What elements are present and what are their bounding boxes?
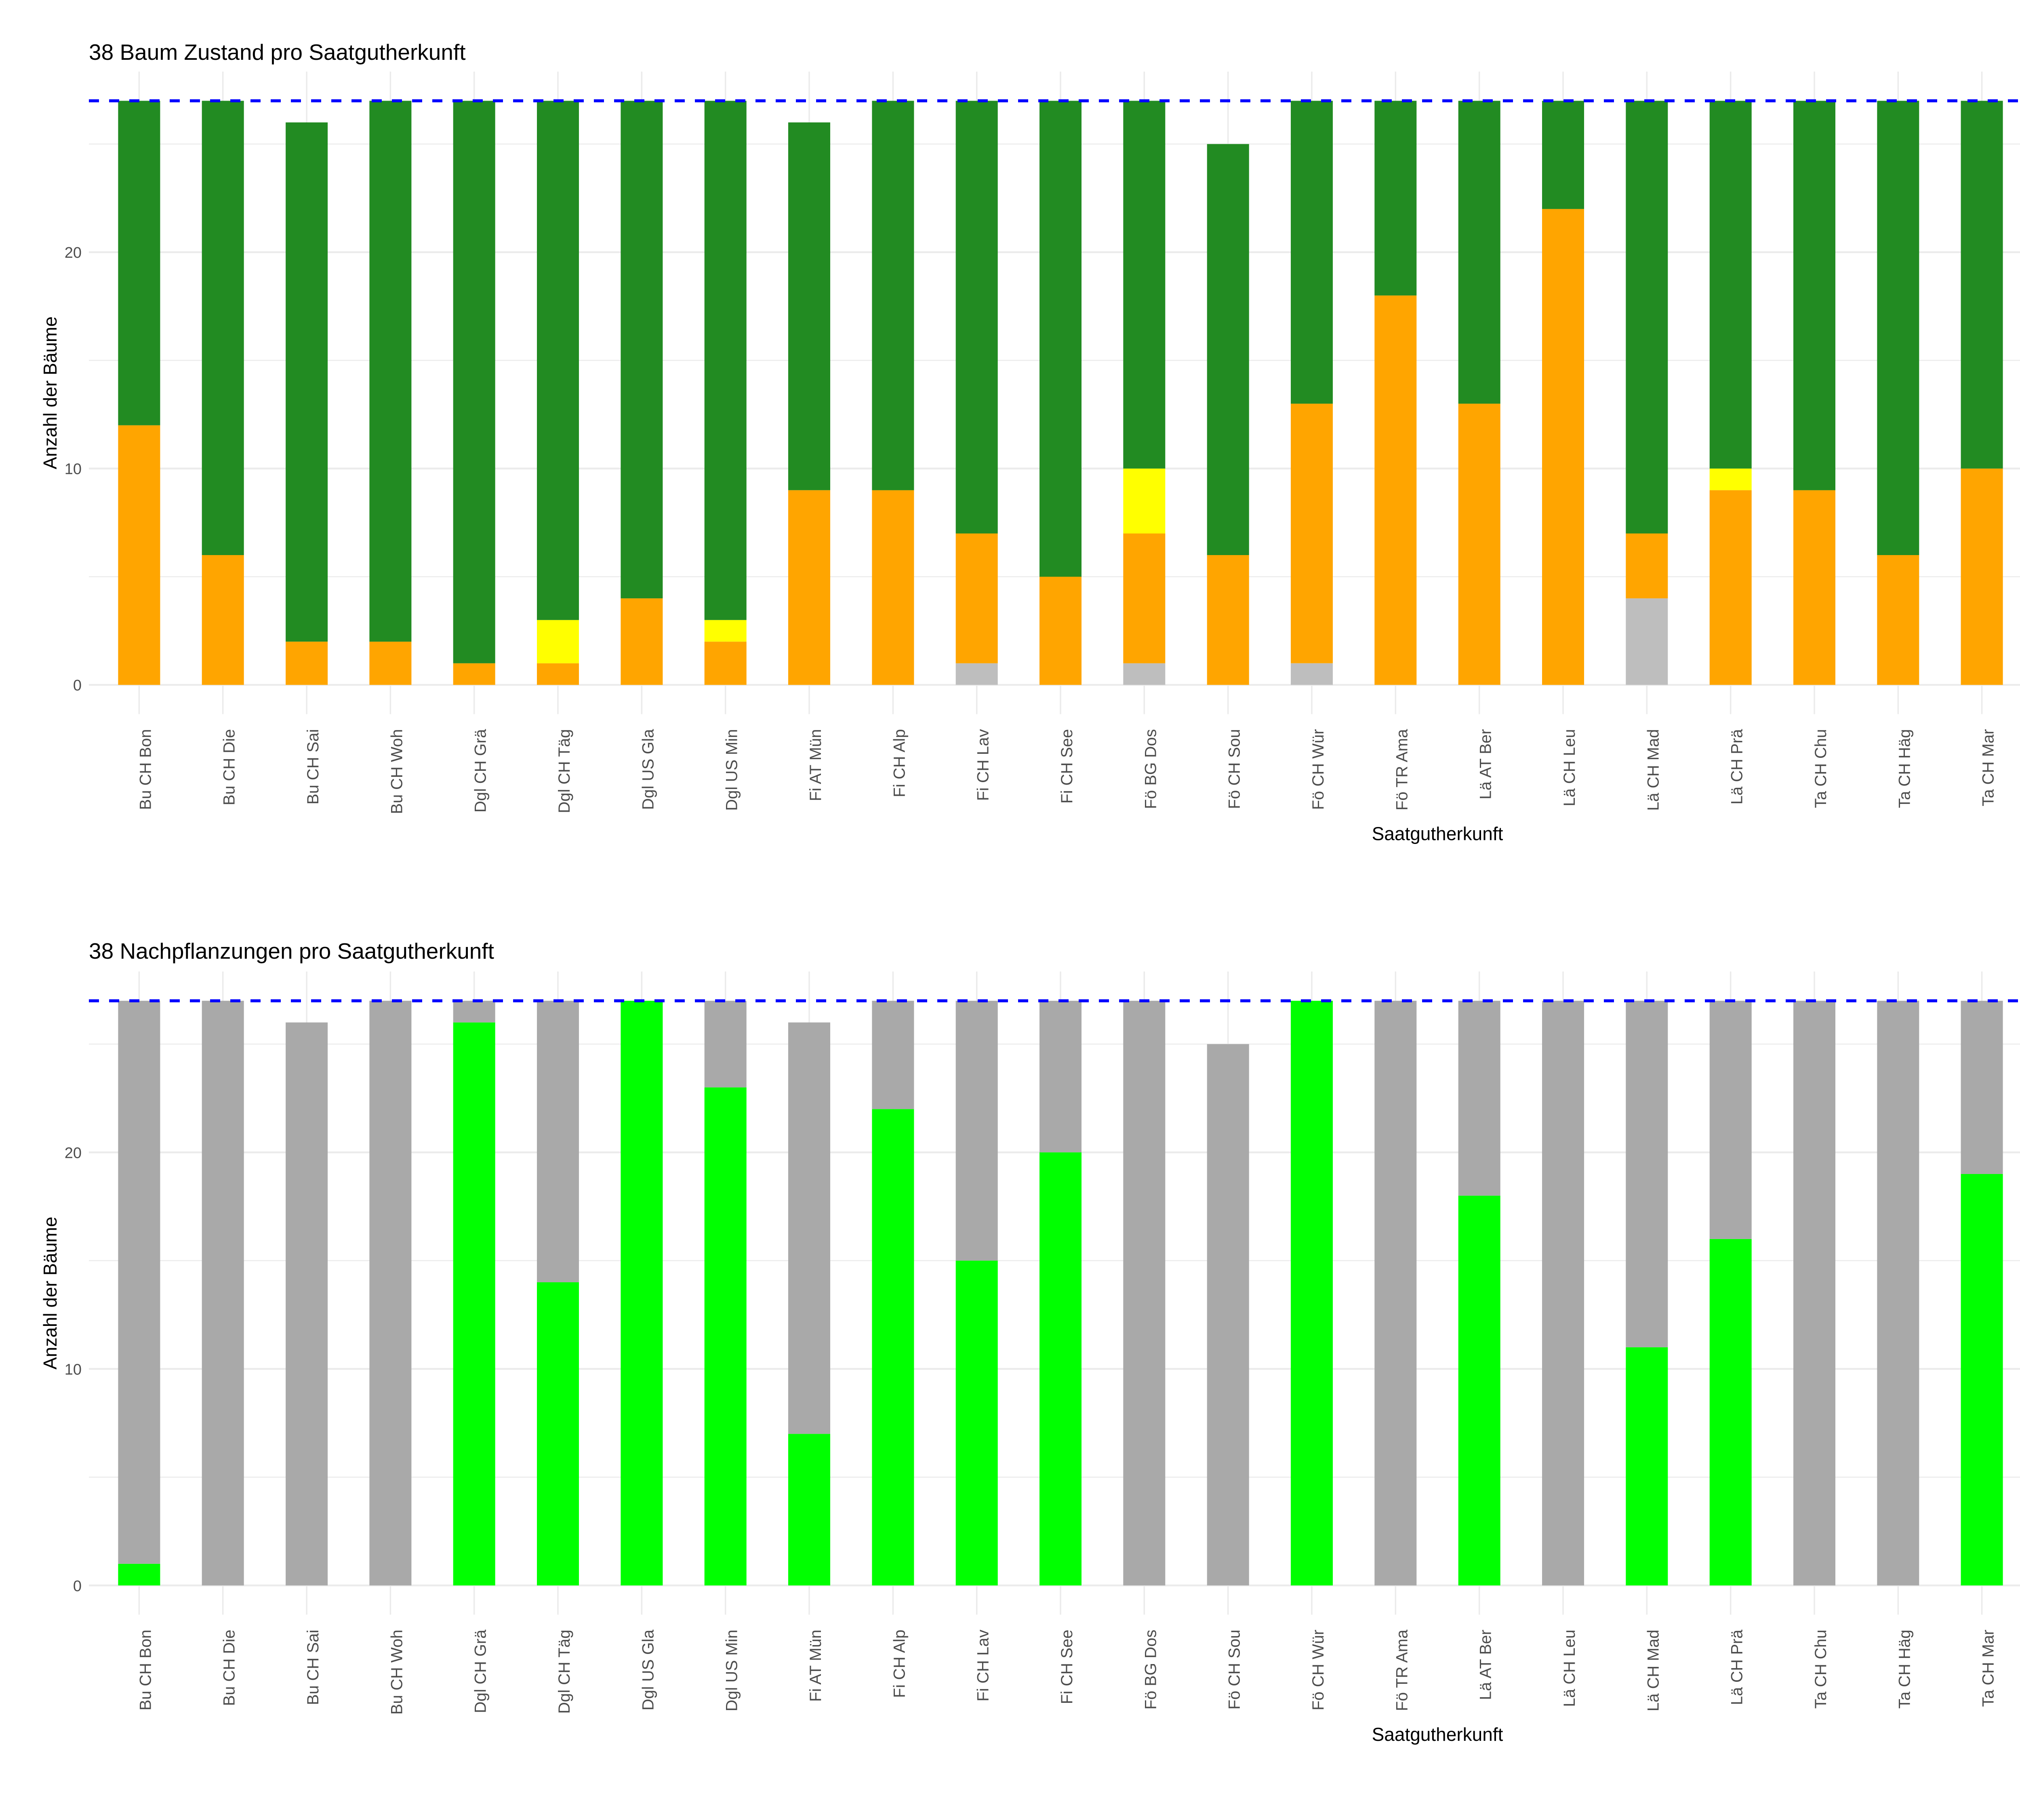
svg-text:Ta CH Häg: Ta CH Häg [1896, 729, 1913, 808]
svg-text:20: 20 [65, 244, 82, 261]
svg-text:Bu CH Die: Bu CH Die [221, 1630, 238, 1706]
svg-text:Bu CH Sai: Bu CH Sai [304, 729, 322, 805]
svg-text:0: 0 [73, 677, 82, 694]
svg-text:Lä CH Mad: Lä CH Mad [1644, 1630, 1662, 1711]
svg-text:Fi CH Alp: Fi CH Alp [890, 1630, 908, 1698]
svg-text:Lä CH Mad: Lä CH Mad [1644, 729, 1662, 811]
svg-text:Dgl US Min: Dgl US Min [723, 729, 741, 811]
svg-text:Bu CH Bon: Bu CH Bon [137, 729, 154, 810]
svg-text:Fö CH Wür: Fö CH Wür [1309, 729, 1327, 810]
svg-text:Dgl CH Täg: Dgl CH Täg [556, 729, 573, 813]
svg-text:Fi CH See: Fi CH See [1058, 729, 1076, 804]
svg-text:Bu CH Woh: Bu CH Woh [388, 729, 406, 814]
svg-text:Dgl US Gla: Dgl US Gla [639, 1629, 657, 1711]
svg-text:Fö TR Ama: Fö TR Ama [1393, 1629, 1411, 1711]
svg-text:Anzahl der Bäume: Anzahl der Bäume [40, 316, 61, 469]
svg-text:Lä CH Leu: Lä CH Leu [1561, 1630, 1578, 1707]
svg-text:Fö CH Sou: Fö CH Sou [1226, 729, 1244, 809]
svg-text:Lä CH Prä: Lä CH Prä [1728, 729, 1746, 804]
svg-text:Ta CH Mar: Ta CH Mar [1980, 1630, 1997, 1707]
svg-text:Fi AT Mün: Fi AT Mün [807, 1630, 825, 1702]
svg-text:Fö BG Dos: Fö BG Dos [1142, 729, 1159, 809]
svg-text:38 Baum Zustand pro Saatguther: 38 Baum Zustand pro Saatgutherkunft [89, 40, 466, 65]
svg-text:Bu CH Woh: Bu CH Woh [388, 1630, 406, 1715]
svg-text:Fi CH See: Fi CH See [1058, 1630, 1076, 1704]
svg-text:Dgl CH Grä: Dgl CH Grä [472, 729, 490, 812]
svg-text:Saatgutherkunft: Saatgutherkunft [1372, 823, 1503, 844]
svg-text:Fi CH Lav: Fi CH Lav [974, 729, 992, 801]
svg-text:10: 10 [65, 1361, 82, 1378]
svg-text:Lä CH Prä: Lä CH Prä [1728, 1629, 1746, 1705]
svg-text:Fi AT Mün: Fi AT Mün [807, 729, 825, 802]
svg-text:Lä AT Ber: Lä AT Ber [1477, 729, 1495, 800]
svg-text:Ta CH Chu: Ta CH Chu [1812, 729, 1830, 808]
svg-text:Bu CH Bon: Bu CH Bon [137, 1630, 154, 1711]
svg-text:Ta CH Häg: Ta CH Häg [1896, 1630, 1913, 1709]
svg-text:Saatgutherkunft: Saatgutherkunft [1372, 1724, 1503, 1745]
svg-text:10: 10 [65, 461, 82, 478]
svg-text:Dgl CH Grä: Dgl CH Grä [472, 1629, 490, 1713]
svg-text:Dgl US Gla: Dgl US Gla [639, 729, 657, 810]
svg-text:Fö BG Dos: Fö BG Dos [1142, 1630, 1159, 1710]
svg-text:Lä AT Ber: Lä AT Ber [1477, 1630, 1495, 1700]
svg-text:0: 0 [73, 1578, 82, 1595]
svg-text:Bu CH Die: Bu CH Die [221, 729, 238, 806]
svg-text:Fö TR Ama: Fö TR Ama [1393, 729, 1411, 810]
svg-text:Fi CH Lav: Fi CH Lav [974, 1630, 992, 1702]
svg-text:Bu CH Sai: Bu CH Sai [304, 1630, 322, 1705]
svg-text:20: 20 [65, 1145, 82, 1161]
svg-text:Anzahl der Bäume: Anzahl der Bäume [40, 1217, 61, 1370]
svg-text:38 Nachpflanzungen pro Saatgut: 38 Nachpflanzungen pro Saatgutherkunft [89, 938, 494, 964]
svg-text:Lä CH Leu: Lä CH Leu [1561, 729, 1578, 806]
svg-text:Fö CH Sou: Fö CH Sou [1226, 1630, 1244, 1710]
svg-text:Dgl CH Täg: Dgl CH Täg [556, 1630, 573, 1714]
svg-text:Ta CH Mar: Ta CH Mar [1980, 729, 1997, 806]
svg-text:Fi CH Alp: Fi CH Alp [890, 729, 908, 797]
svg-text:Fö CH Wür: Fö CH Wür [1309, 1630, 1327, 1711]
svg-text:Dgl US Min: Dgl US Min [723, 1630, 741, 1711]
svg-text:Ta CH Chu: Ta CH Chu [1812, 1630, 1830, 1709]
